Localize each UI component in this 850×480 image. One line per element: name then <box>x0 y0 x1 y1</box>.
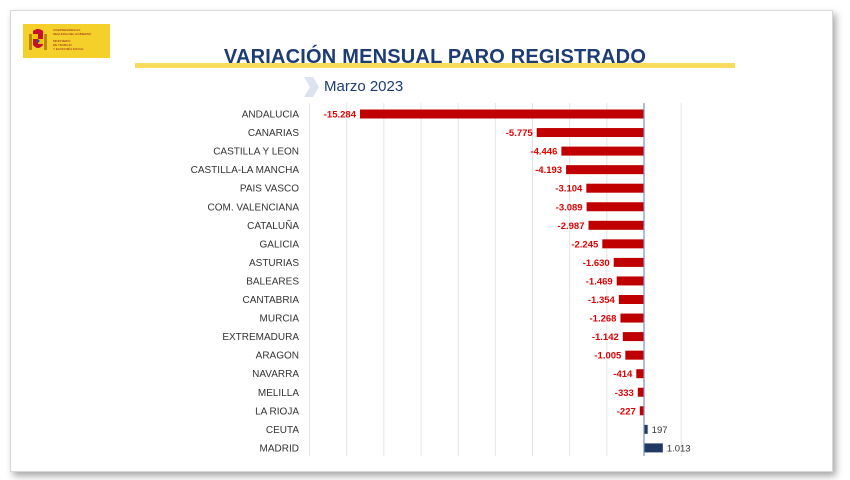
category-label: ANDALUCIA <box>242 110 300 121</box>
bar <box>536 128 644 138</box>
data-label: -227 <box>617 406 636 417</box>
bar <box>618 295 644 304</box>
chart-title: VARIACIÓN MENSUAL PARO REGISTRADO <box>223 46 647 68</box>
bar <box>644 424 648 434</box>
bar <box>613 257 644 267</box>
bar <box>625 350 644 360</box>
data-label: -15.284 <box>324 110 357 121</box>
slide: VICEPRESIDENCIA SEGUNDA DEL GOBIERNO MIN… <box>10 10 833 472</box>
bar <box>566 165 644 175</box>
category-label: ARAGON <box>256 351 299 362</box>
data-label: -4.193 <box>535 165 562 176</box>
bar <box>636 369 644 379</box>
government-logo: VICEPRESIDENCIA SEGUNDA DEL GOBIERNO MIN… <box>23 24 110 58</box>
category-label: NAVARRA <box>252 369 299 380</box>
bar <box>644 443 663 453</box>
category-label: MADRID <box>260 443 299 454</box>
bar <box>616 276 644 286</box>
bar <box>639 406 644 416</box>
data-label: -1.630 <box>583 258 610 269</box>
category-label: CANARIAS <box>248 128 299 139</box>
data-label: 1.013 <box>667 443 691 454</box>
category-label: CASTILLA Y LEON <box>213 147 299 158</box>
spain-coat-of-arms-icon <box>29 29 47 50</box>
category-label: CATALUÑA <box>247 219 299 232</box>
logo-line: VICEPRESIDENCIA <box>53 28 81 32</box>
category-label: CEUTA <box>266 425 299 436</box>
bar-chart: ANDALUCIA -15.284 CANARIAS -5.775 CASTILLA Y… <box>191 103 691 456</box>
bar <box>586 202 644 212</box>
title-underline <box>135 63 735 68</box>
category-label: LA RIOJA <box>255 406 299 417</box>
category-label: EXTREMADURA <box>222 332 299 343</box>
logo-line: MINISTERIO <box>53 39 71 43</box>
data-label: -1.268 <box>590 314 617 325</box>
bar <box>561 146 644 156</box>
bar <box>620 313 644 323</box>
data-label: -1.354 <box>588 295 616 306</box>
data-label: -4.446 <box>530 147 557 158</box>
bar <box>586 183 644 193</box>
data-label: 197 <box>652 425 668 436</box>
data-label: -3.104 <box>555 184 583 195</box>
data-label: -2.987 <box>558 221 585 232</box>
chart-subtitle: Marzo 2023 <box>324 78 404 95</box>
data-label: -333 <box>615 388 634 399</box>
data-label: -5.775 <box>506 128 534 139</box>
bar <box>588 220 644 230</box>
category-label: ASTURIAS <box>249 258 299 269</box>
logo-line: Y ECONOMÍA SOCIAL <box>53 47 84 51</box>
bar <box>602 239 644 249</box>
logo-line: SEGUNDA DEL GOBIERNO <box>53 32 92 36</box>
data-label: -1.142 <box>592 332 619 343</box>
data-label: -1.469 <box>586 276 613 287</box>
chevron-right-icon <box>304 77 319 97</box>
bar <box>637 387 644 397</box>
bar <box>360 109 644 119</box>
logo-line: DE TRABAJO <box>53 43 72 47</box>
data-label: -1.005 <box>594 351 622 362</box>
data-label: -2.245 <box>571 239 599 250</box>
category-label: BALEARES <box>246 276 299 287</box>
bar <box>622 332 644 342</box>
category-label: GALICIA <box>260 239 300 250</box>
category-label: PAIS VASCO <box>240 184 299 195</box>
category-label: CANTABRIA <box>243 295 300 306</box>
category-label: CASTILLA-LA MANCHA <box>191 165 300 176</box>
category-label: MELILLA <box>258 388 299 399</box>
data-label: -3.089 <box>556 202 583 213</box>
data-label: -414 <box>613 369 633 380</box>
category-label: MURCIA <box>260 314 300 325</box>
category-label: COM. VALENCIANA <box>208 202 300 213</box>
